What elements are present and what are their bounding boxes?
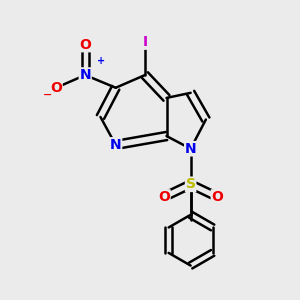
Text: +: + bbox=[97, 56, 105, 66]
Text: I: I bbox=[142, 35, 148, 49]
Text: −: − bbox=[43, 90, 53, 100]
Text: O: O bbox=[79, 38, 91, 52]
Text: S: S bbox=[186, 177, 196, 191]
Text: O: O bbox=[50, 81, 62, 95]
Text: O: O bbox=[212, 190, 223, 204]
Text: N: N bbox=[80, 68, 91, 82]
Text: N: N bbox=[110, 138, 122, 152]
Text: N: N bbox=[185, 142, 197, 156]
Text: O: O bbox=[158, 190, 170, 204]
